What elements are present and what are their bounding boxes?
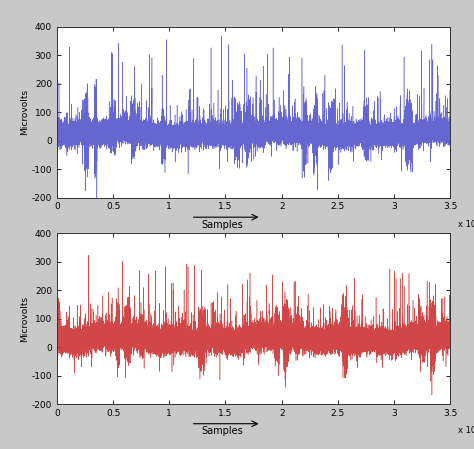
Text: Samples: Samples [201,426,243,436]
Text: x 10⁴: x 10⁴ [458,220,474,229]
Text: Samples: Samples [201,220,243,230]
Text: x 10⁴: x 10⁴ [458,426,474,435]
Y-axis label: Microvolts: Microvolts [20,296,29,342]
Y-axis label: Microvolts: Microvolts [20,89,29,135]
